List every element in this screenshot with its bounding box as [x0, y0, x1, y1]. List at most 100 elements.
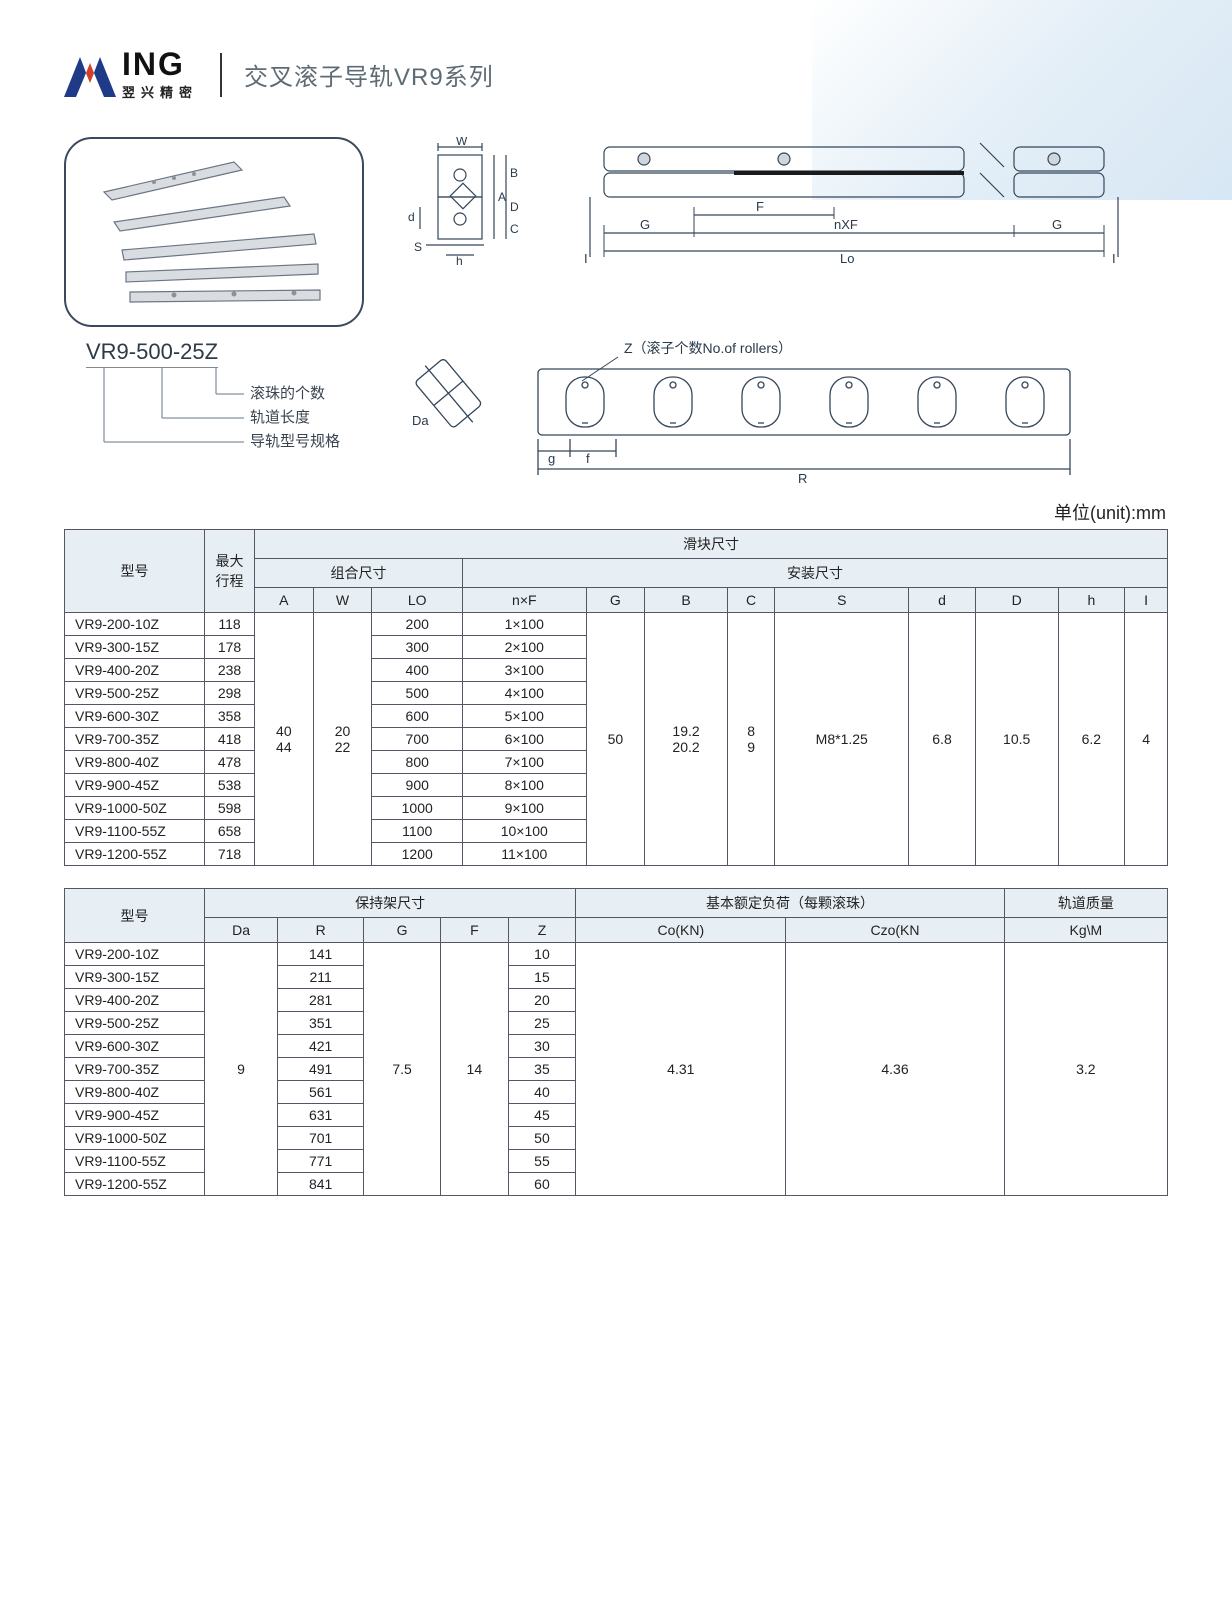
t1-col: h — [1058, 588, 1125, 613]
svg-text:I: I — [1112, 251, 1116, 266]
cell: 4×100 — [463, 682, 586, 705]
cell: 358 — [205, 705, 255, 728]
product-photo — [64, 137, 364, 327]
cell: VR9-900-45Z — [65, 1104, 205, 1127]
svg-text:R: R — [798, 471, 807, 486]
cell: M8*1.25 — [775, 613, 909, 866]
cell: 4 — [1125, 613, 1168, 866]
cell: VR9-600-30Z — [65, 1035, 205, 1058]
svg-text:G: G — [640, 217, 650, 232]
tech-diagrams: W B A D C d S h — [388, 137, 1168, 327]
cell: 10×100 — [463, 820, 586, 843]
svg-text:Da: Da — [412, 413, 429, 428]
cell: VR9-200-10Z — [65, 943, 205, 966]
t2-col: Da — [205, 918, 278, 943]
cell: 200 — [372, 613, 463, 636]
cell: VR9-500-25Z — [65, 682, 205, 705]
unit-label: 单位(unit):mm — [64, 499, 1166, 525]
cell: 40 44 — [255, 613, 314, 866]
cell: 598 — [205, 797, 255, 820]
cell: 15 — [508, 966, 576, 989]
cell: 491 — [278, 1058, 364, 1081]
cell: VR9-1100-55Z — [65, 820, 205, 843]
cell: 50 — [508, 1127, 576, 1150]
cell: VR9-1200-55Z — [65, 1173, 205, 1196]
cell: 50 — [586, 613, 645, 866]
cell: 35 — [508, 1058, 576, 1081]
svg-text:nXF: nXF — [834, 217, 858, 232]
cell: 7×100 — [463, 751, 586, 774]
cell: 141 — [278, 943, 364, 966]
cell: 118 — [205, 613, 255, 636]
svg-text:S: S — [414, 240, 422, 254]
t1-h-mount: 安装尺寸 — [463, 559, 1168, 588]
svg-text:Lo: Lo — [840, 251, 854, 266]
cell: 478 — [205, 751, 255, 774]
cell: 1×100 — [463, 613, 586, 636]
svg-text:G: G — [1052, 217, 1062, 232]
page-header: ING 翌兴精密 交叉滚子导轨VR9系列 — [0, 0, 1232, 113]
cell: 6.2 — [1058, 613, 1125, 866]
cell: VR9-800-40Z — [65, 751, 205, 774]
cell: 300 — [372, 636, 463, 659]
svg-text:轨道长度: 轨道长度 — [250, 409, 310, 426]
cell: 900 — [372, 774, 463, 797]
t2-col: Czo(KN — [786, 918, 1004, 943]
cell: 701 — [278, 1127, 364, 1150]
cell: 8 9 — [727, 613, 774, 866]
cell: VR9-400-20Z — [65, 659, 205, 682]
svg-text:h: h — [456, 254, 463, 267]
cell: 211 — [278, 966, 364, 989]
t1-col: S — [775, 588, 909, 613]
cell: 3×100 — [463, 659, 586, 682]
t2-h-load: 基本额定负荷（每颗滚珠） — [576, 889, 1004, 918]
t1-h-slider: 滑块尺寸 — [255, 530, 1168, 559]
cell: 800 — [372, 751, 463, 774]
cell: VR9-600-30Z — [65, 705, 205, 728]
cell: 6.8 — [909, 613, 976, 866]
cell: 841 — [278, 1173, 364, 1196]
t2-col: Z — [508, 918, 576, 943]
cell: 1100 — [372, 820, 463, 843]
cell: 40 — [508, 1081, 576, 1104]
t1-col: LO — [372, 588, 463, 613]
model-code-legend: VR9-500-25Z 滚珠的个数 轨道长度 导轨型号规格 — [64, 339, 364, 463]
topview-diagram: F G nXF G Lo I I — [584, 137, 1124, 267]
cell: VR9-900-45Z — [65, 774, 205, 797]
svg-text:B: B — [510, 166, 518, 180]
cell: 500 — [372, 682, 463, 705]
t2-col: F — [441, 918, 509, 943]
t1-h-stroke: 最大 行程 — [205, 530, 255, 613]
section-diagram: W B A D C d S h — [388, 137, 568, 267]
cell: 9×100 — [463, 797, 586, 820]
logo-subtext: 翌兴精密 — [122, 82, 198, 101]
cell: VR9-700-35Z — [65, 728, 205, 751]
cell: 10.5 — [975, 613, 1058, 866]
svg-text:I: I — [584, 251, 588, 266]
cell: 7.5 — [364, 943, 441, 1196]
svg-text:D: D — [510, 200, 519, 214]
cell: VR9-800-40Z — [65, 1081, 205, 1104]
cell: 19.2 20.2 — [645, 613, 728, 866]
cell: VR9-1000-50Z — [65, 1127, 205, 1150]
logo-mark-icon — [64, 53, 116, 97]
cell: 30 — [508, 1035, 576, 1058]
t1-col: C — [727, 588, 774, 613]
cell: 20 22 — [313, 613, 372, 866]
cell: 238 — [205, 659, 255, 682]
svg-text:C: C — [510, 222, 519, 236]
cell: 5×100 — [463, 705, 586, 728]
cell: 658 — [205, 820, 255, 843]
cell: 14 — [441, 943, 509, 1196]
cell: 298 — [205, 682, 255, 705]
cell: 718 — [205, 843, 255, 866]
logo-text: ING — [122, 48, 198, 80]
cell: 6×100 — [463, 728, 586, 751]
t2-h-cage: 保持架尺寸 — [205, 889, 576, 918]
svg-text:f: f — [586, 451, 590, 466]
cell: 400 — [372, 659, 463, 682]
model-code: VR9-500-25Z — [86, 339, 218, 368]
cell: 8×100 — [463, 774, 586, 797]
cell: 418 — [205, 728, 255, 751]
t1-col: d — [909, 588, 976, 613]
